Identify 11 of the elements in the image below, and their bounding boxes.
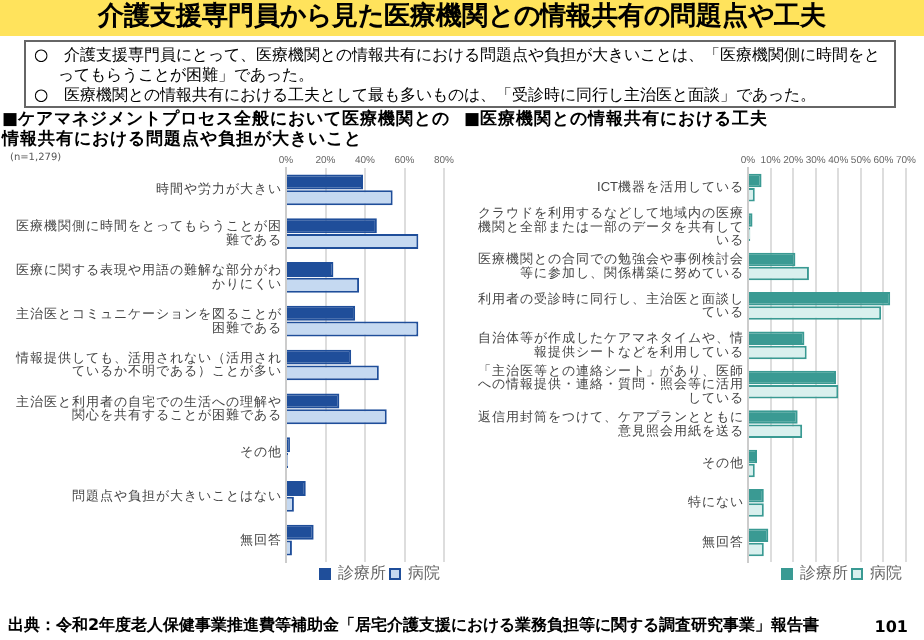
legend-label: 診療所: [800, 564, 848, 583]
chart-title: ■医療機関との情報共有における工夫: [464, 110, 771, 134]
legend-label: 病院: [408, 564, 440, 583]
text: ○ 介護支援専門員にとって、医療機関との情報共有における問題点や負担が大きいことは、「医療機関側に時間をとってもらうことが困難」であった。: [34, 44, 883, 84]
source-note: 出典：令和2年度老人保健事業推進費等補助金「居宅介護支援における業務負担等に関する調査研究事業」報告書: [8, 614, 820, 636]
text: 101: [874, 618, 908, 636]
text: ○ 医療機関との情報共有における工夫として最も多いものは、「受診時に同行し主治医と面談」であった。: [34, 84, 819, 104]
text: 介護支援専門員から見た医療機関との情報共有の問題点や工夫: [0, 0, 924, 36]
chart-title: ■ケアマネジメントプロセス全般において医療機関との情報共有における問題点や負担が大きいこと: [2, 110, 453, 150]
legend-label: 診療所: [338, 564, 386, 583]
legend-label: 病院: [870, 564, 902, 583]
